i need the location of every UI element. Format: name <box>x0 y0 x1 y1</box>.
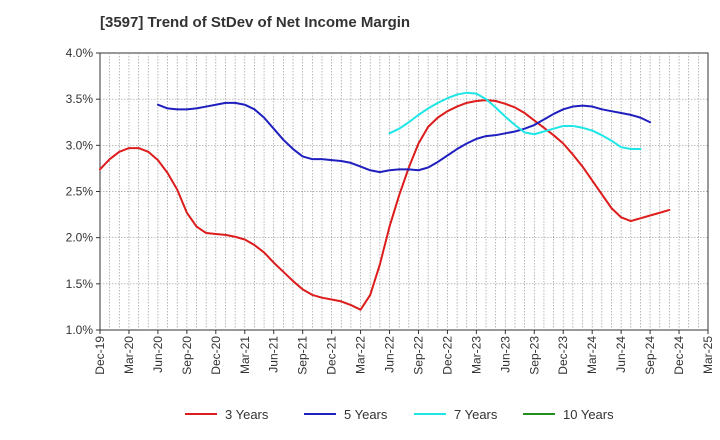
y-tick-label: 2.5% <box>66 185 94 199</box>
x-tick-label: Jun-21 <box>267 336 281 373</box>
x-tick-label: Jun-24 <box>614 336 628 373</box>
grid <box>100 53 708 330</box>
x-tick-label: Sep-21 <box>296 336 310 375</box>
x-tick-label: Mar-23 <box>469 336 483 374</box>
legend-label-3-years: 3 Years <box>225 407 269 422</box>
x-tick-label: Dec-19 <box>93 336 107 375</box>
x-tick-label: Jun-22 <box>383 336 397 373</box>
x-tick-label: Jun-23 <box>498 336 512 373</box>
y-tick-label: 3.0% <box>66 138 94 152</box>
x-tick-label: Mar-24 <box>585 336 599 374</box>
legend: 3 Years 5 Years 7 Years 10 Years <box>185 407 614 422</box>
chart-title: [3597] Trend of StDev of Net Income Marg… <box>100 14 410 31</box>
x-tick-label: Sep-24 <box>643 336 657 375</box>
legend-label-5-years: 5 Years <box>344 407 388 422</box>
x-tick-label: Sep-20 <box>180 336 194 375</box>
x-tick-label: Mar-21 <box>238 336 252 374</box>
series-line-7-years <box>388 91 642 151</box>
series-lines <box>99 91 671 311</box>
x-tick-label: Sep-22 <box>411 336 425 375</box>
y-tick-label: 3.5% <box>66 92 94 106</box>
x-axis: Dec-19 Mar-20 Jun-20 Sep-20 Dec-20 Mar-21 Jun-… <box>93 330 715 375</box>
x-tick-label: Mar-25 <box>701 336 715 374</box>
x-tick-label: Dec-20 <box>209 336 223 375</box>
y-tick-label: 1.0% <box>66 323 94 337</box>
series-line-5-years <box>156 101 652 174</box>
y-tick-label: 4.0% <box>66 46 94 60</box>
x-tick-label: Mar-22 <box>354 336 368 374</box>
x-tick-label: Dec-21 <box>325 336 339 375</box>
x-tick-label: Jun-20 <box>151 336 165 373</box>
x-tick-label: Sep-23 <box>527 336 541 375</box>
x-tick-label: Mar-20 <box>122 336 136 374</box>
legend-label-10-years: 10 Years <box>563 407 614 422</box>
legend-label-7-years: 7 Years <box>454 407 498 422</box>
y-tick-label: 1.5% <box>66 277 94 291</box>
x-tick-label: Dec-24 <box>672 336 686 375</box>
y-axis: 1.0% 1.5% 2.0% 2.5% 3.0% 3.5% 4.0% <box>66 46 100 337</box>
y-tick-label: 2.0% <box>66 231 94 245</box>
series-line-3-years <box>99 99 671 311</box>
x-tick-label: Dec-22 <box>440 336 454 375</box>
x-tick-label: Dec-23 <box>556 336 570 375</box>
